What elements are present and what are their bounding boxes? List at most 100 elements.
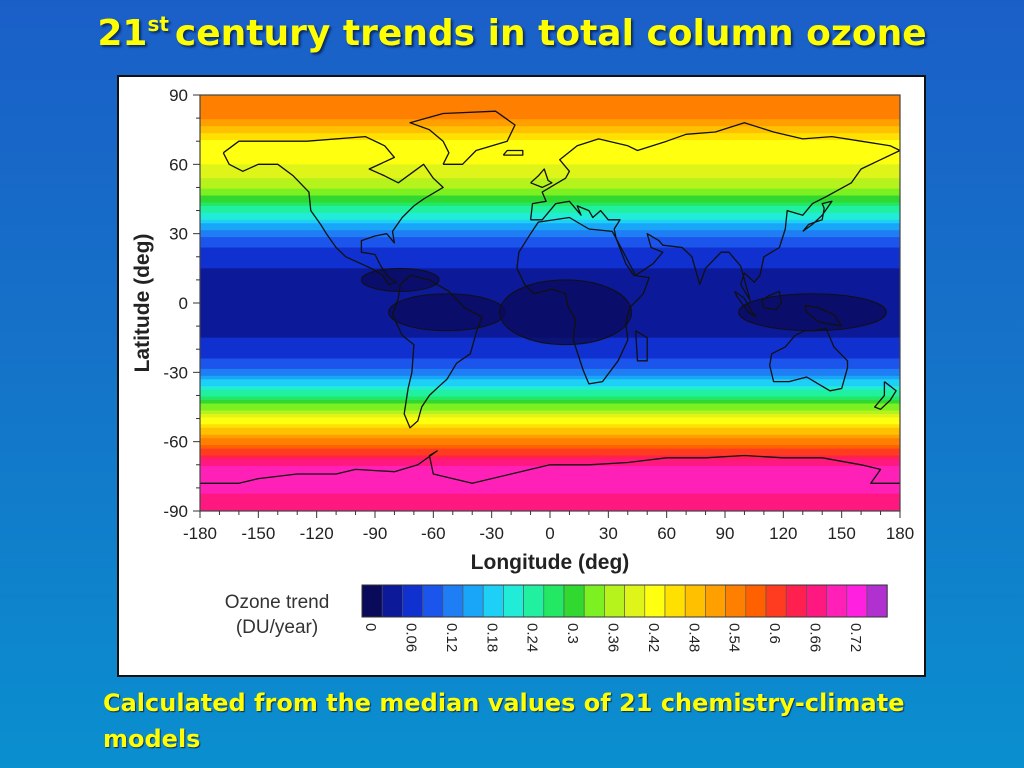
heat-band xyxy=(200,261,900,266)
heat-band xyxy=(200,424,900,429)
heat-band xyxy=(200,490,900,495)
heat-band xyxy=(200,372,900,377)
heat-band xyxy=(200,195,900,200)
colorbar-bin xyxy=(482,584,504,618)
coastline xyxy=(529,122,900,302)
heat-band xyxy=(200,112,900,117)
colorbar-tick-label: 0.18 xyxy=(483,623,500,652)
heat-band xyxy=(200,348,900,353)
colorbar-bin xyxy=(563,584,585,618)
heat-band xyxy=(200,219,900,224)
heat-band xyxy=(200,153,900,158)
heat-band xyxy=(200,108,900,113)
heat-band xyxy=(200,167,900,172)
heat-band xyxy=(200,247,900,252)
heat-band xyxy=(200,143,900,148)
heat-band xyxy=(200,361,900,366)
colorbar-tick-label: 0.12 xyxy=(443,623,460,652)
minimum-region xyxy=(388,293,506,332)
heat-band xyxy=(200,386,900,391)
heat-band xyxy=(200,188,900,193)
colorbar-bin xyxy=(361,584,383,618)
heat-band xyxy=(200,410,900,415)
heat-band xyxy=(200,230,900,235)
x-tick-label: 30 xyxy=(599,524,618,543)
heat-band xyxy=(200,122,900,127)
heat-band xyxy=(200,212,900,217)
heat-band xyxy=(200,178,900,183)
colorbar-bin xyxy=(442,584,464,618)
x-tick-label: 150 xyxy=(827,524,855,543)
colorbar-bin xyxy=(462,584,484,618)
x-tick-label: -90 xyxy=(363,524,388,543)
title-number: 21 xyxy=(97,13,148,54)
y-tick-label: 30 xyxy=(169,225,188,244)
heat-band xyxy=(200,396,900,401)
heat-band xyxy=(200,455,900,460)
ozone-trend-map: -180 -150 -120 -90 -60 -30 0 30 60 90 120 150 180 90 6… xyxy=(131,86,914,652)
x-tick-label: -30 xyxy=(479,524,504,543)
heat-band xyxy=(200,344,900,349)
heat-band xyxy=(200,233,900,238)
colorbar-tick-label: 0.42 xyxy=(645,623,662,652)
heat-band xyxy=(200,355,900,360)
heat-band xyxy=(200,403,900,408)
colorbar-bin xyxy=(725,584,747,618)
colorbar-bin xyxy=(402,584,423,618)
colorbar-title: Ozone trend xyxy=(225,592,330,613)
heat-band xyxy=(200,133,900,138)
colorbar-bin xyxy=(785,584,807,618)
heat-band xyxy=(200,205,900,210)
heat-band xyxy=(200,431,900,436)
slide-caption: Calculated from the median values of 21 … xyxy=(103,689,905,753)
heat-band xyxy=(200,129,900,134)
colorbar-bin xyxy=(543,584,565,618)
heat-band xyxy=(200,174,900,179)
y-tick-label: 90 xyxy=(169,86,188,105)
colorbar-bin xyxy=(422,584,444,618)
heat-band xyxy=(200,375,900,380)
heat-band xyxy=(200,448,900,453)
heat-band xyxy=(200,147,900,152)
heat-band xyxy=(200,452,900,457)
heat-band xyxy=(200,237,900,242)
colorbar-tick-label: 0.6 xyxy=(766,623,783,644)
coastline xyxy=(391,274,483,429)
heat-band xyxy=(200,445,900,450)
heat-band xyxy=(200,251,900,256)
heat-band xyxy=(200,479,900,484)
colorbar-bin xyxy=(381,584,403,618)
coastline xyxy=(516,216,650,385)
y-tick-label: 0 xyxy=(179,294,188,313)
colorbar-bin xyxy=(826,584,848,618)
colorbar-tick-label: 0.48 xyxy=(685,623,702,652)
coastline xyxy=(874,381,897,410)
heat-band xyxy=(200,115,900,120)
x-tick-label: 60 xyxy=(657,524,676,543)
colorbar-tick-label: 0.06 xyxy=(403,623,420,652)
heat-band xyxy=(200,379,900,384)
colorbar-bin xyxy=(866,584,888,618)
heat-band xyxy=(200,202,900,207)
x-tick-label: 0 xyxy=(545,524,554,543)
heat-band xyxy=(200,95,900,100)
heat-band xyxy=(200,441,900,446)
x-tick-label: 90 xyxy=(716,524,735,543)
y-axis-title: Latitude (deg) xyxy=(131,234,154,373)
heat-band xyxy=(200,216,900,221)
heat-band xyxy=(200,244,900,249)
heat-band xyxy=(200,351,900,356)
colorbar-bin xyxy=(765,584,787,618)
heat-band xyxy=(200,358,900,363)
coastline xyxy=(502,149,524,156)
coastline xyxy=(769,327,849,392)
colorbar-tick-label: 0.66 xyxy=(807,623,824,652)
colorbar-bin xyxy=(604,584,625,618)
heat-band xyxy=(200,223,900,228)
colorbar-tick-label: 0.36 xyxy=(605,623,622,652)
heat-band xyxy=(200,407,900,412)
heat-band xyxy=(200,504,900,509)
heat-band xyxy=(200,140,900,145)
heat-band xyxy=(200,389,900,394)
heat-band xyxy=(200,413,900,418)
